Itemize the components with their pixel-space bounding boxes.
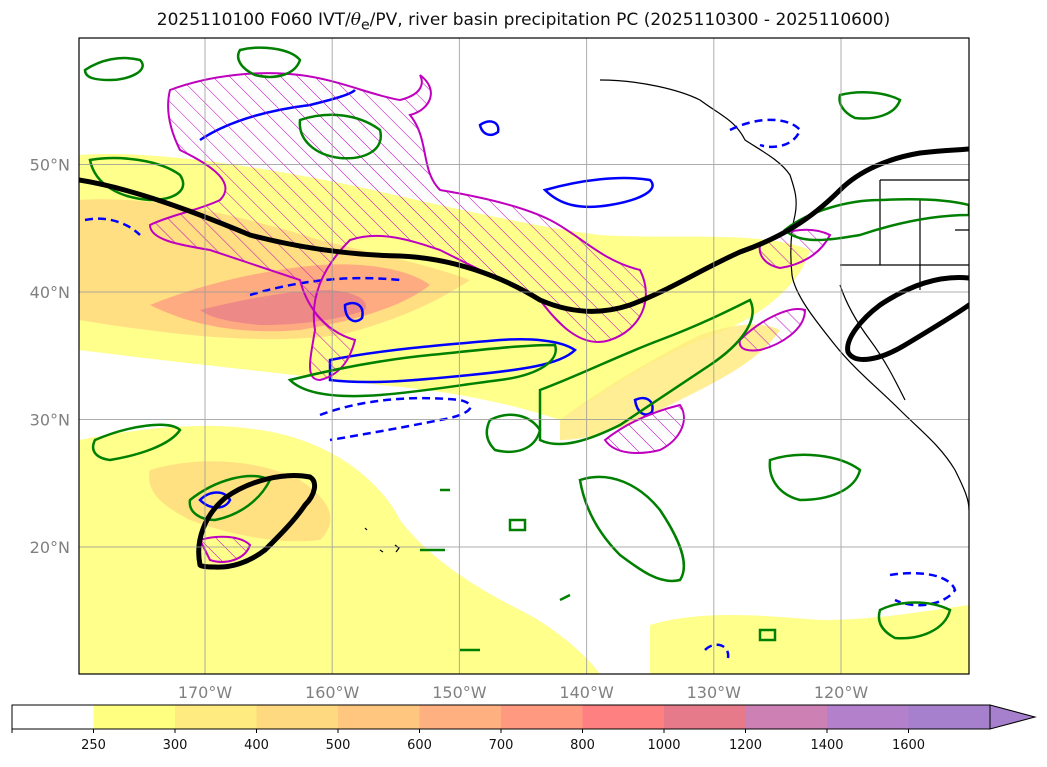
- title-suffix: /PV, river basin precipitation PC (20251…: [369, 10, 891, 30]
- theta-e-negative-contours: [84, 118, 957, 659]
- colorbar-level-label: 400: [244, 738, 269, 753]
- colorbar-segment: [664, 705, 746, 729]
- latitude-labels: 50°N 40°N 30°N 20°N: [30, 156, 70, 558]
- ivt-core-peak: [200, 290, 366, 325]
- colorbar-segment: [908, 705, 991, 729]
- title-prefix: 2025110100 F060 IVT/: [156, 10, 351, 30]
- colorbar-segment: [827, 705, 909, 729]
- map-content: [79, 38, 969, 674]
- colorbar-labels: 250 300 400 500 600 700 800 1000 1200 1400 1600: [81, 738, 925, 753]
- colorbar-segment: [745, 705, 828, 729]
- colorbar-level-label: 250: [81, 738, 106, 753]
- colorbar-level-label: 300: [163, 738, 188, 753]
- lon-tick-label: 130°W: [687, 683, 742, 702]
- gridlines: [79, 38, 969, 674]
- colorbar-level-label: 1000: [647, 738, 680, 753]
- colorbar-extend-arrow: [989, 704, 1037, 730]
- colorbar-level-label: 1600: [892, 738, 925, 753]
- lat-tick-label: 50°N: [30, 156, 70, 175]
- lon-tick-label: 160°W: [305, 683, 360, 702]
- colorbar-segment: [175, 705, 257, 729]
- title-theta: θ: [350, 10, 361, 30]
- colorbar-segment: [256, 705, 339, 729]
- colorbar-segment: [93, 705, 176, 729]
- title-theta-sub: e: [360, 17, 370, 34]
- longitude-labels: 170°W 160°W 150°W 140°W 130°W 120°W: [178, 683, 869, 702]
- pv-contour-east: [845, 274, 969, 362]
- colorbar-level-label: 500: [326, 738, 351, 753]
- lon-tick-label: 120°W: [814, 683, 869, 702]
- map-frame: [78, 37, 970, 675]
- colorbar-segment: [501, 705, 583, 729]
- figure-title: 2025110100 F060 IVT/θe/PV, river basin p…: [0, 10, 1047, 33]
- ivt-band-southeast: [650, 605, 969, 674]
- lat-tick-label: 30°N: [30, 411, 70, 430]
- lon-tick-label: 140°W: [559, 683, 614, 702]
- lon-tick-label: 150°W: [432, 683, 487, 702]
- pv-contour-main: [79, 146, 969, 314]
- lat-tick-label: 40°N: [30, 283, 70, 302]
- hatched-region-east: [738, 308, 807, 352]
- colorbar: [11, 704, 1037, 733]
- pv-contours: [79, 146, 969, 570]
- lat-tick-label: 20°N: [30, 538, 70, 557]
- colorbar-level-label: 1200: [729, 738, 762, 753]
- colorbar-segment: [419, 705, 502, 729]
- colorbar-level-label: 600: [407, 738, 432, 753]
- lon-tick-label: 170°W: [178, 683, 233, 702]
- pv-contour-southwest: [196, 473, 318, 570]
- hatched-region-southwest: [198, 535, 252, 563]
- colorbar-segment: [582, 705, 665, 729]
- colorbar-level-label: 700: [489, 738, 514, 753]
- colorbar-segment: [12, 705, 94, 729]
- colorbar-level-label: 800: [570, 738, 595, 753]
- ivt-band-south-inner: [149, 461, 331, 542]
- colorbar-segment: [338, 705, 420, 729]
- colorbar-level-label: 1400: [810, 738, 843, 753]
